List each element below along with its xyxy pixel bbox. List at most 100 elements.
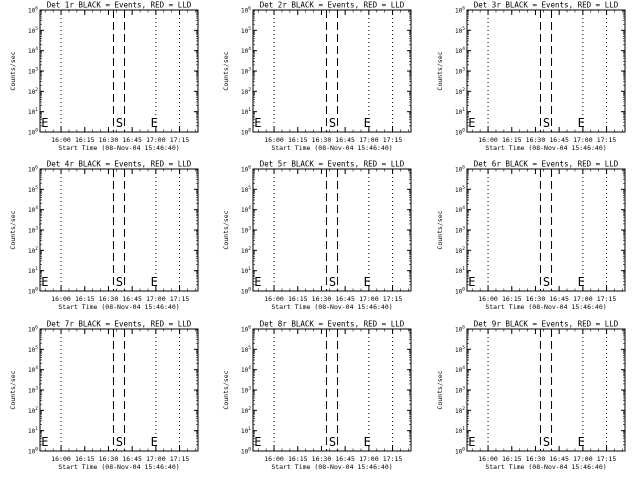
y-tick-base: 10 bbox=[455, 48, 463, 55]
y-tick-exponent: 1 bbox=[462, 107, 465, 113]
x-tick-label: 16:45 bbox=[549, 295, 569, 303]
y-tick-label: 100 bbox=[241, 447, 251, 456]
plot-frame bbox=[252, 328, 412, 452]
y-tick-label: 102 bbox=[241, 246, 251, 255]
y-tick-base: 10 bbox=[455, 347, 463, 354]
end-marker: E bbox=[151, 275, 158, 289]
y-tick-base: 10 bbox=[28, 228, 36, 235]
x-tick-label: 16:45 bbox=[335, 136, 355, 144]
plot-frame bbox=[466, 9, 626, 133]
start-marker: S bbox=[329, 116, 336, 130]
y-tick-exponent: 2 bbox=[248, 246, 251, 252]
x-tick-label: 16:45 bbox=[549, 136, 569, 144]
x-tick-label: 16:45 bbox=[549, 455, 569, 463]
y-tick-label: 105 bbox=[241, 26, 251, 35]
y-tick-exponent: 2 bbox=[462, 87, 465, 93]
y-tick-label: 102 bbox=[28, 87, 38, 96]
y-tick-exponent: 3 bbox=[248, 386, 251, 392]
x-tick-label: 16:45 bbox=[122, 136, 142, 144]
y-tick-exponent: 2 bbox=[35, 87, 38, 93]
y-tick-exponent: 2 bbox=[462, 246, 465, 252]
y-tick-exponent: 3 bbox=[462, 386, 465, 392]
x-tick-label: 16:30 bbox=[99, 455, 119, 463]
y-tick-base: 10 bbox=[455, 289, 463, 296]
x-axis-label: Start Time (08-Nov-04 15:46:40) bbox=[271, 463, 392, 471]
detector-panel-6: Det 6r BLACK = Events, RED = LLD10010110… bbox=[436, 160, 626, 311]
y-tick-exponent: 0 bbox=[248, 447, 251, 453]
y-tick-label: 101 bbox=[241, 107, 251, 116]
panel-title: Det 1r BLACK = Events, RED = LLD bbox=[47, 1, 192, 10]
y-tick-exponent: 6 bbox=[35, 165, 38, 171]
y-tick-exponent: 0 bbox=[35, 447, 38, 453]
y-tick-label: 102 bbox=[241, 406, 251, 415]
y-tick-base: 10 bbox=[455, 388, 463, 395]
plot-frame bbox=[39, 9, 199, 133]
panel-title: Det 9r BLACK = Events, RED = LLD bbox=[474, 320, 619, 329]
end-marker: E bbox=[41, 435, 48, 449]
x-tick-label: 16:00 bbox=[51, 455, 71, 463]
y-tick-label: 104 bbox=[28, 365, 38, 374]
y-tick-label: 106 bbox=[455, 325, 465, 334]
y-tick-exponent: 6 bbox=[248, 325, 251, 331]
y-axis-label: Counts/sec bbox=[436, 370, 444, 409]
x-tick-label: 16:30 bbox=[99, 295, 119, 303]
y-tick-base: 10 bbox=[455, 89, 463, 96]
start-marker: S bbox=[543, 435, 550, 449]
panel-title: Det 2r BLACK = Events, RED = LLD bbox=[260, 1, 405, 10]
y-axis-label: Counts/sec bbox=[436, 210, 444, 249]
y-tick-label: 101 bbox=[28, 426, 38, 435]
y-tick-base: 10 bbox=[28, 28, 36, 35]
x-tick-label: 16:45 bbox=[122, 455, 142, 463]
y-tick-label: 100 bbox=[455, 447, 465, 456]
y-tick-exponent: 3 bbox=[248, 67, 251, 73]
x-tick-label: 16:00 bbox=[264, 295, 284, 303]
detector-panel-1: Det 1r BLACK = Events, RED = LLD10010110… bbox=[9, 1, 199, 152]
x-tick-label: 17:15 bbox=[383, 136, 403, 144]
y-tick-label: 100 bbox=[241, 287, 251, 296]
x-tick-label: 17:00 bbox=[573, 295, 593, 303]
y-tick-base: 10 bbox=[455, 327, 463, 334]
y-tick-base: 10 bbox=[28, 367, 36, 374]
y-tick-exponent: 4 bbox=[462, 205, 465, 211]
plot-frame bbox=[252, 9, 412, 133]
y-tick-label: 101 bbox=[455, 426, 465, 435]
y-tick-label: 100 bbox=[455, 128, 465, 137]
x-tick-label: 17:00 bbox=[359, 455, 379, 463]
panel-title: Det 3r BLACK = Events, RED = LLD bbox=[474, 1, 619, 10]
y-tick-label: 105 bbox=[28, 26, 38, 35]
panel-title: Det 6r BLACK = Events, RED = LLD bbox=[474, 160, 619, 169]
start-marker: S bbox=[116, 116, 123, 130]
y-tick-exponent: 5 bbox=[35, 345, 38, 351]
x-tick-label: 17:15 bbox=[597, 136, 617, 144]
y-tick-exponent: 4 bbox=[248, 205, 251, 211]
y-tick-exponent: 4 bbox=[248, 365, 251, 371]
y-tick-label: 103 bbox=[455, 386, 465, 395]
end-marker: E bbox=[254, 116, 261, 130]
x-tick-label: 16:00 bbox=[478, 455, 498, 463]
y-tick-label: 106 bbox=[455, 6, 465, 15]
y-axis-label: Counts/sec bbox=[222, 370, 230, 409]
plot-frame bbox=[466, 168, 626, 292]
y-tick-exponent: 4 bbox=[35, 205, 38, 211]
x-tick-label: 16:15 bbox=[502, 136, 522, 144]
y-tick-base: 10 bbox=[455, 69, 463, 76]
y-tick-base: 10 bbox=[455, 28, 463, 35]
start-marker: S bbox=[543, 116, 550, 130]
y-tick-exponent: 6 bbox=[462, 325, 465, 331]
end-marker: E bbox=[41, 275, 48, 289]
y-tick-base: 10 bbox=[455, 248, 463, 255]
y-tick-base: 10 bbox=[241, 187, 249, 194]
end-marker: E bbox=[364, 435, 371, 449]
start-marker: S bbox=[329, 435, 336, 449]
y-axis-label: Counts/sec bbox=[9, 370, 17, 409]
y-tick-base: 10 bbox=[28, 69, 36, 76]
plot-frame bbox=[252, 168, 412, 292]
x-tick-label: 16:00 bbox=[264, 136, 284, 144]
y-tick-label: 106 bbox=[28, 325, 38, 334]
x-tick-label: 17:15 bbox=[597, 455, 617, 463]
panel-title: Det 4r BLACK = Events, RED = LLD bbox=[47, 160, 192, 169]
y-tick-base: 10 bbox=[241, 327, 249, 334]
y-tick-base: 10 bbox=[28, 187, 36, 194]
y-axis-label: Counts/sec bbox=[222, 51, 230, 90]
y-tick-base: 10 bbox=[28, 289, 36, 296]
